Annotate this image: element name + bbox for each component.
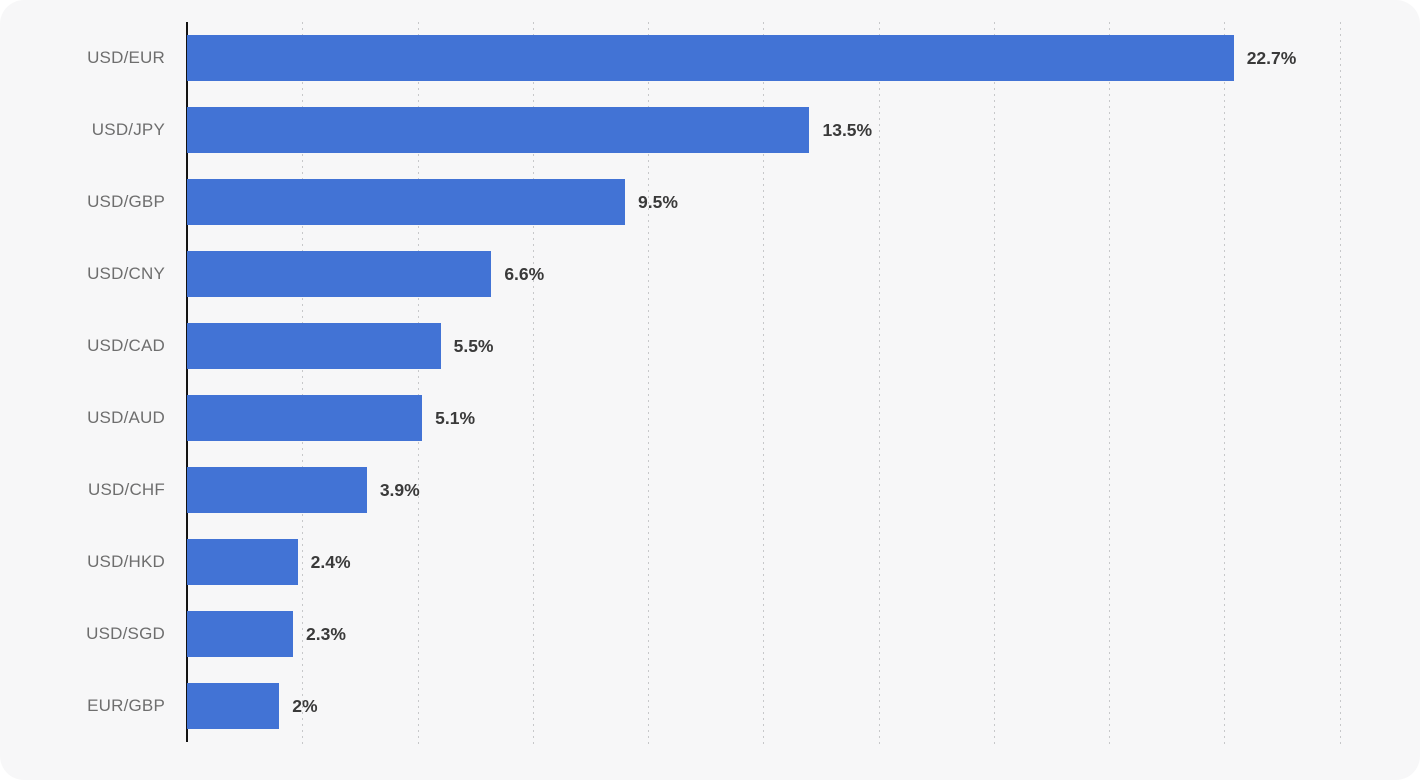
chart-row: USD/CHF 3.9%	[0, 454, 1420, 526]
bar-rows: USD/EUR 22.7% USD/JPY 13.5% USD/GBP 9.5% USD/C…	[0, 22, 1420, 742]
value-label: 2.4%	[310, 551, 351, 572]
category-label: USD/CHF	[88, 480, 165, 499]
chart-row: EUR/GBP 2%	[0, 670, 1420, 742]
bar	[187, 395, 423, 441]
bar	[187, 323, 441, 369]
value-label: 22.7%	[1246, 47, 1297, 68]
plot-area: USD/EUR 22.7% USD/JPY 13.5% USD/GBP 9.5% USD/C…	[0, 22, 1420, 748]
bar	[187, 107, 810, 153]
chart-row: USD/GBP 9.5%	[0, 166, 1420, 238]
chart-row: USD/CNY 6.6%	[0, 238, 1420, 310]
category-label: USD/CNY	[87, 264, 165, 283]
bar-area: 9.5%	[187, 166, 1420, 238]
bar	[187, 251, 492, 297]
chart-row: USD/EUR 22.7%	[0, 22, 1420, 94]
bar	[187, 35, 1234, 81]
value-label: 5.5%	[453, 335, 494, 356]
chart-row: USD/CAD 5.5%	[0, 310, 1420, 382]
category-label: USD/AUD	[87, 408, 165, 427]
bar-area: 2.3%	[187, 598, 1420, 670]
bar-area: 22.7%	[187, 22, 1420, 94]
category-label: USD/CAD	[87, 336, 165, 355]
value-label: 2.3%	[306, 623, 346, 644]
category-label: USD/SGD	[86, 624, 165, 643]
bar-area: 2%	[187, 670, 1420, 742]
chart-row: USD/AUD 5.1%	[0, 382, 1420, 454]
bar-area: 6.6%	[187, 238, 1420, 310]
chart-row: USD/HKD 2.4%	[0, 526, 1420, 598]
value-label: 13.5%	[822, 119, 873, 140]
chart-row: USD/SGD 2.3%	[0, 598, 1420, 670]
category-label: USD/HKD	[87, 552, 165, 571]
category-label: USD/EUR	[87, 48, 165, 67]
category-label: EUR/GBP	[87, 696, 165, 715]
bar	[187, 467, 367, 513]
category-label: USD/GBP	[87, 192, 165, 211]
value-label: 9.5%	[638, 191, 678, 212]
value-label: 2%	[292, 695, 318, 716]
bar	[187, 683, 280, 729]
bar-area: 2.4%	[187, 526, 1420, 598]
value-label: 6.6%	[504, 263, 545, 284]
bar	[187, 179, 626, 225]
category-label: USD/JPY	[91, 120, 165, 139]
bar-area: 5.1%	[187, 382, 1420, 454]
value-label: 3.9%	[379, 479, 420, 500]
bar-area: 5.5%	[187, 310, 1420, 382]
bar-area: 3.9%	[187, 454, 1420, 526]
chart-row: USD/JPY 13.5%	[0, 94, 1420, 166]
y-axis-line	[186, 22, 188, 742]
bar-area: 13.5%	[187, 94, 1420, 166]
value-label: 5.1%	[435, 407, 476, 428]
bar	[187, 611, 294, 657]
bar	[187, 539, 298, 585]
